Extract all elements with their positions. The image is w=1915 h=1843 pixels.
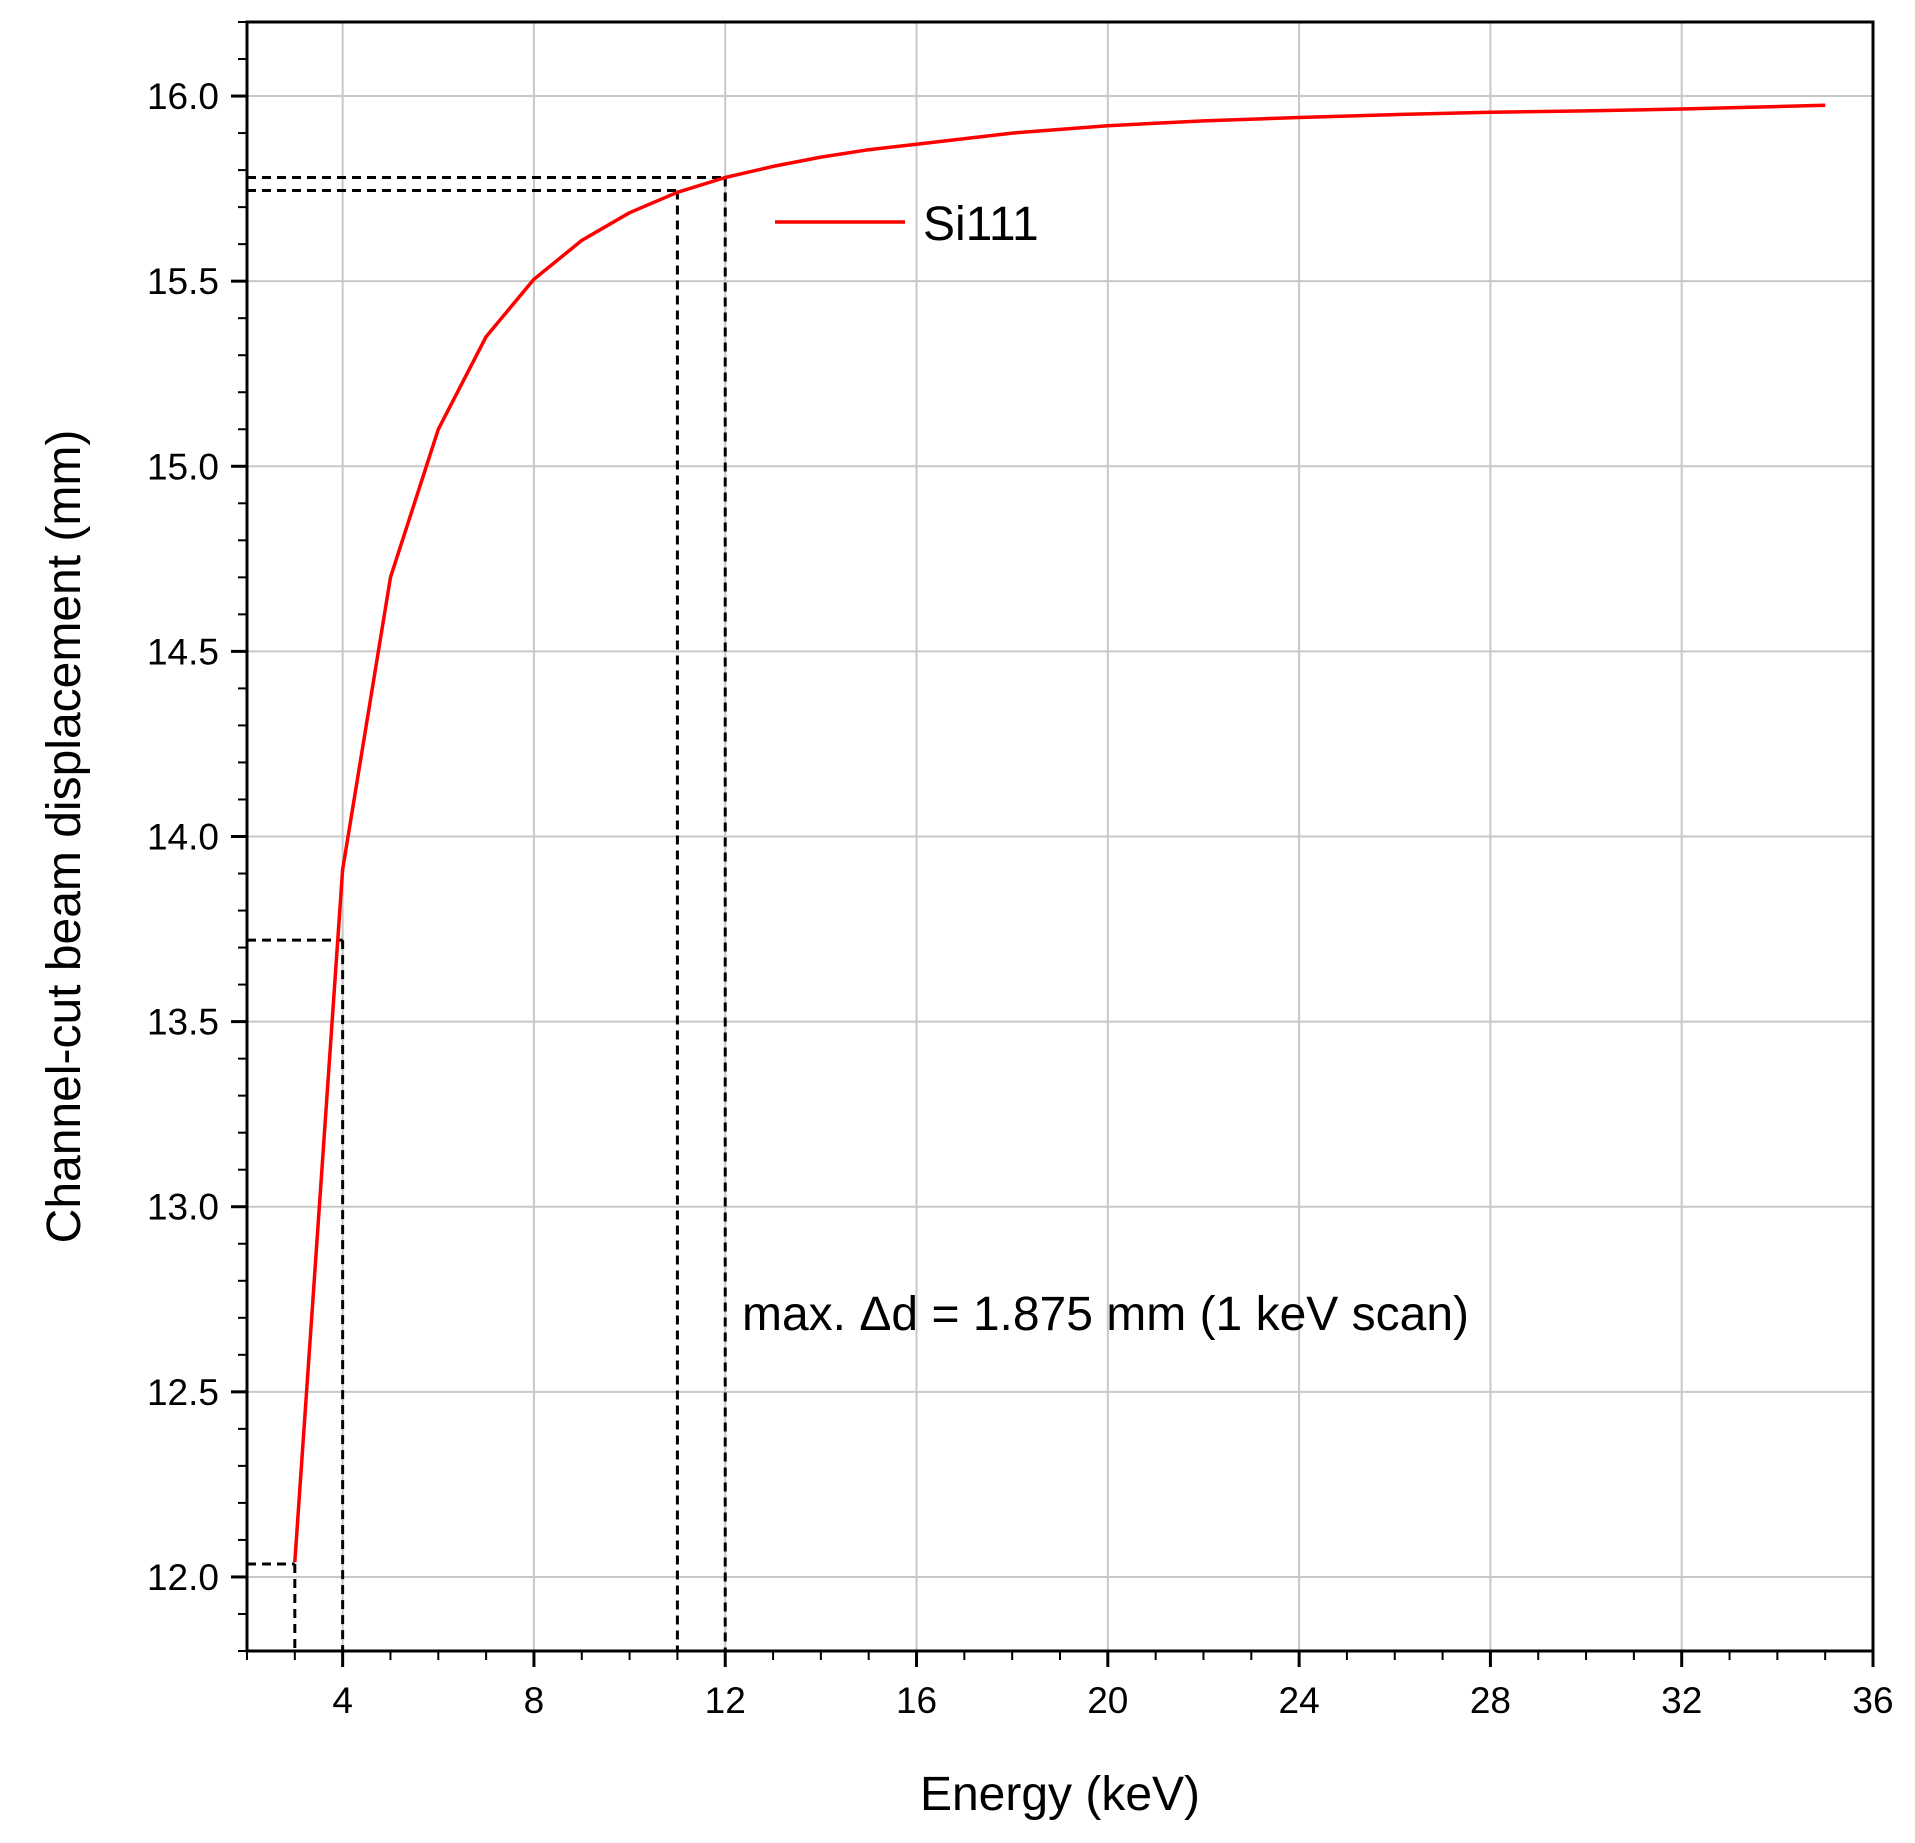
legend-label-si111: Si111 (923, 198, 1039, 251)
y-tick-label: 13.5 (147, 1002, 219, 1043)
x-tick-label: 12 (705, 1680, 746, 1721)
y-tick-label: 14.5 (147, 631, 219, 672)
x-tick-label: 28 (1470, 1680, 1511, 1721)
x-axis-title: Energy (keV) (920, 1768, 1200, 1821)
max-displacement-annotation: max. Δd = 1.875 mm (1 keV scan) (742, 1288, 1469, 1341)
y-tick-label: 16.0 (147, 76, 219, 117)
legend: Si111 (775, 198, 1039, 251)
x-tick-label: 4 (332, 1680, 353, 1721)
y-tick-label: 15.0 (147, 446, 219, 487)
series-line-si111 (293, 103, 1826, 1563)
y-tick-label: 12.0 (147, 1557, 219, 1598)
y-tick-label: 12.5 (147, 1372, 219, 1413)
x-tick-label: 8 (524, 1680, 545, 1721)
series (293, 103, 1826, 1563)
x-tick-label: 20 (1087, 1680, 1128, 1721)
x-tick-label: 24 (1279, 1680, 1320, 1721)
reference-lines (247, 175, 727, 1651)
x-tick-label: 36 (1852, 1680, 1893, 1721)
x-tick-label: 32 (1661, 1680, 1702, 1721)
y-tick-label: 15.5 (147, 261, 219, 302)
y-tick-label: 13.0 (147, 1187, 219, 1228)
x-tick-label: 16 (896, 1680, 937, 1721)
grid (247, 22, 1874, 1651)
axis-ticks: 4 8 12 16 20 24 28 32 36 12.0 12.5 13.0 13.5 14.0 14.5… (147, 21, 1894, 1721)
y-tick-label: 14.0 (147, 817, 219, 858)
y-axis-title: Channel-cut beam displacement (mm) (38, 430, 91, 1244)
